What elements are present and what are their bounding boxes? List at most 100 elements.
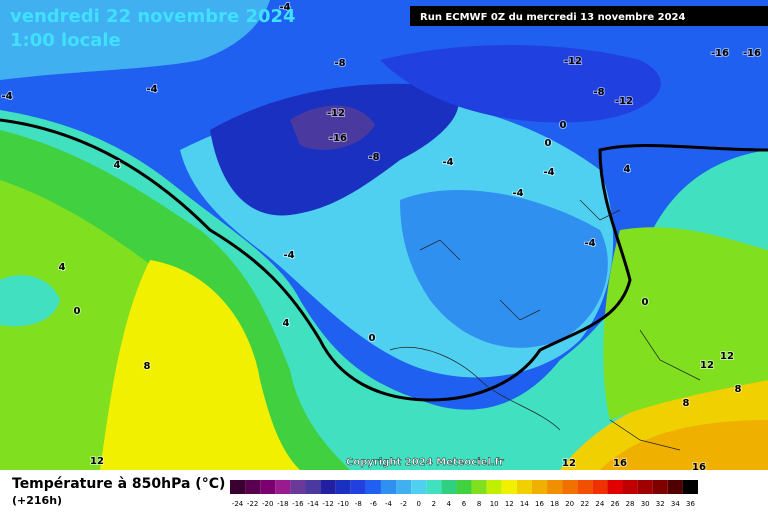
scale-swatch bbox=[365, 480, 381, 494]
scale-swatch bbox=[335, 480, 351, 494]
scale-swatch bbox=[230, 480, 246, 494]
scale-swatch bbox=[275, 480, 291, 494]
contour-label: -16 bbox=[743, 48, 761, 59]
scale-label: 26 bbox=[611, 500, 620, 508]
contour-label: 4 bbox=[624, 164, 631, 175]
contour-label: -12 bbox=[564, 56, 582, 67]
scale-label: 6 bbox=[462, 500, 467, 508]
copyright: Copyright 2024 Meteociel.fr bbox=[346, 457, 504, 468]
scale-label: -22 bbox=[247, 500, 258, 508]
contour-label: -16 bbox=[711, 48, 729, 59]
scale-label: 14 bbox=[520, 500, 529, 508]
run-box bbox=[410, 6, 768, 26]
map-background bbox=[0, 0, 768, 470]
scale-swatch bbox=[486, 480, 502, 494]
contour-label: -4 bbox=[442, 157, 453, 168]
scale-label: -24 bbox=[232, 500, 244, 508]
scale-label: 10 bbox=[490, 500, 499, 508]
run-info: Run ECMWF 0Z du mercredi 13 novembre 202… bbox=[420, 12, 686, 23]
scale-swatch bbox=[350, 480, 366, 494]
scale-swatch bbox=[245, 480, 261, 494]
scale-label: 24 bbox=[595, 500, 604, 508]
scale-swatch bbox=[320, 480, 336, 494]
scale-swatch bbox=[471, 480, 487, 494]
scale-swatch bbox=[577, 480, 593, 494]
scale-label: -8 bbox=[355, 500, 362, 508]
scale-swatch bbox=[592, 480, 608, 494]
scale-swatch bbox=[562, 480, 578, 494]
contour-label: -4 bbox=[1, 91, 12, 102]
scale-label: -12 bbox=[322, 500, 333, 508]
contour-label: 8 bbox=[683, 398, 690, 409]
scale-label: 30 bbox=[641, 500, 650, 508]
scale-swatch bbox=[637, 480, 653, 494]
scale-label: -20 bbox=[262, 500, 273, 508]
scale-label: 32 bbox=[656, 500, 665, 508]
contour-label: 8 bbox=[735, 384, 742, 395]
scale-swatch bbox=[547, 480, 563, 494]
contour-label: -16 bbox=[329, 133, 347, 144]
scale-swatch bbox=[622, 480, 638, 494]
scale-swatch bbox=[441, 480, 457, 494]
contour-label: -4 bbox=[584, 238, 595, 249]
contour-label: -4 bbox=[543, 167, 554, 178]
scale-label: 20 bbox=[565, 500, 574, 508]
scale-swatch bbox=[682, 480, 698, 494]
contour-label: 8 bbox=[144, 361, 151, 372]
scale-label: -10 bbox=[338, 500, 349, 508]
legend-title: Température à 850hPa (°C) bbox=[12, 476, 225, 492]
contour-label: 4 bbox=[283, 318, 290, 329]
contour-label: -4 bbox=[279, 2, 290, 13]
scale-label: 34 bbox=[671, 500, 680, 508]
map-title: vendredi 22 novembre 2024 bbox=[10, 6, 296, 27]
scale-label: 16 bbox=[535, 500, 544, 508]
contour-label: 16 bbox=[613, 458, 627, 469]
scale-label: -16 bbox=[292, 500, 304, 508]
scale-swatch bbox=[290, 480, 306, 494]
contour-label: -12 bbox=[327, 108, 345, 119]
contour-label: -8 bbox=[334, 58, 345, 69]
contour-label: -4 bbox=[146, 84, 157, 95]
scale-swatch bbox=[667, 480, 683, 494]
scale-label: -4 bbox=[385, 500, 393, 508]
scale-label: -2 bbox=[400, 500, 407, 508]
scale-swatch bbox=[260, 480, 276, 494]
contour-label: -8 bbox=[593, 87, 604, 98]
scale-label: 4 bbox=[447, 500, 452, 508]
scale-label: 12 bbox=[505, 500, 514, 508]
scale-swatch bbox=[501, 480, 517, 494]
contour-label: 0 bbox=[560, 120, 567, 131]
scale-swatch bbox=[531, 480, 548, 494]
scale-label: 2 bbox=[432, 500, 436, 508]
map-time: 1:00 locale bbox=[10, 30, 121, 51]
legend-lead: (+216h) bbox=[12, 494, 62, 507]
scale-label: -18 bbox=[277, 500, 288, 508]
contour-label: 0 bbox=[642, 297, 649, 308]
scale-swatch bbox=[380, 480, 397, 494]
contour-label: 4 bbox=[59, 262, 66, 273]
scale-swatch bbox=[426, 480, 442, 494]
contour-label: 12 bbox=[720, 351, 734, 362]
scale-swatch bbox=[652, 480, 668, 494]
scale-swatch bbox=[411, 480, 427, 494]
scale-swatch bbox=[456, 480, 472, 494]
scale-swatch bbox=[607, 480, 623, 494]
scale-label: 28 bbox=[626, 500, 635, 508]
contour-label: 12 bbox=[562, 458, 576, 469]
contour-label: 12 bbox=[90, 456, 104, 467]
scale-label: 8 bbox=[477, 500, 481, 508]
scale-label: -14 bbox=[307, 500, 319, 508]
scale-swatch bbox=[305, 480, 321, 494]
contour-label: -12 bbox=[615, 96, 633, 107]
contour-label: 0 bbox=[74, 306, 81, 317]
contour-label: 12 bbox=[700, 360, 714, 371]
contour-label: -8 bbox=[368, 152, 379, 163]
scale-swatch bbox=[396, 480, 412, 494]
contour-label: 0 bbox=[369, 333, 376, 344]
scale-swatch bbox=[516, 480, 532, 494]
scale-label: 18 bbox=[550, 500, 559, 508]
scale-label: 36 bbox=[686, 500, 695, 508]
scale-label: -6 bbox=[370, 500, 378, 508]
scale-label: 0 bbox=[416, 500, 420, 508]
